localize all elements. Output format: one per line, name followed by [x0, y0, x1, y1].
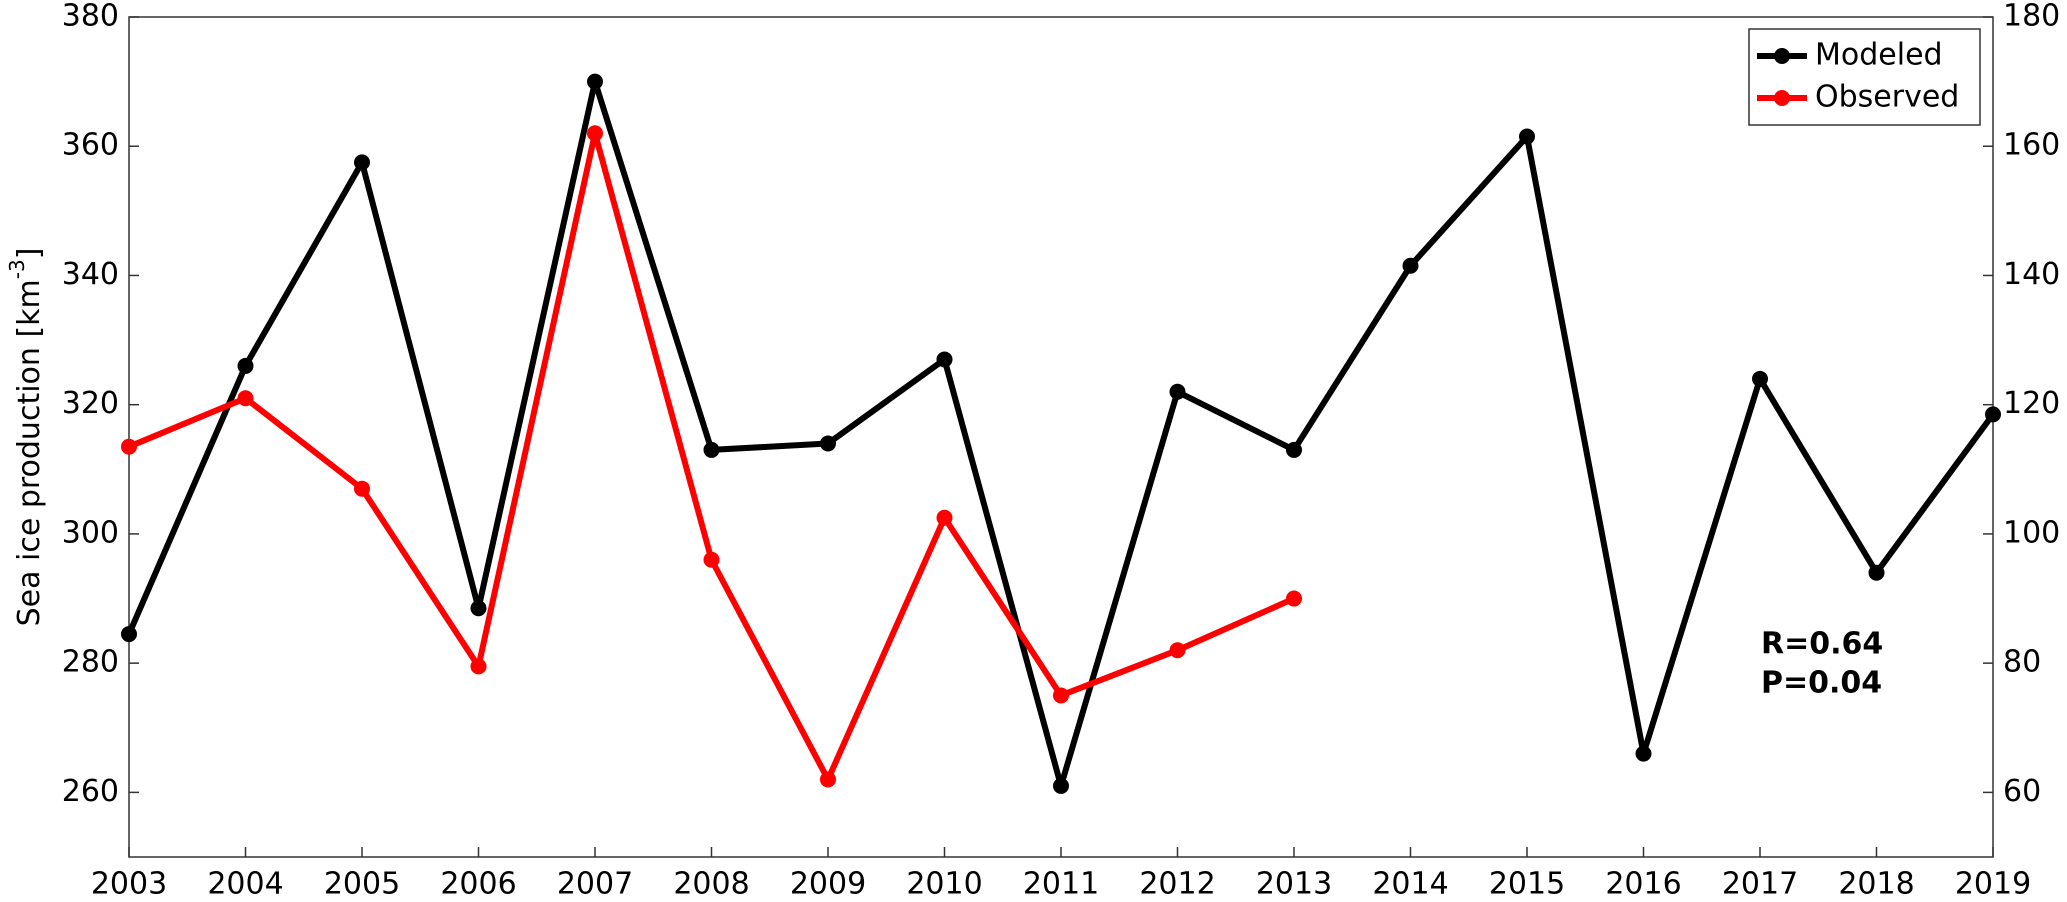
x-tick-label: 2019 [1955, 867, 2031, 902]
data-point [1985, 406, 2001, 423]
y-axis-label-text: Sea ice production [km [12, 279, 47, 626]
y-tick-label: 260 [62, 774, 119, 809]
data-point [1286, 441, 1302, 458]
y2-tick-label: 120 [2003, 386, 2060, 421]
x-tick-label: 2007 [557, 867, 633, 902]
x-tick-label: 2017 [1722, 867, 1798, 902]
plot-frame [128, 16, 1994, 858]
data-point [1752, 370, 1768, 387]
data-point [470, 600, 487, 617]
x-tick-label: 2004 [207, 867, 283, 902]
data-point [1868, 564, 1885, 581]
x-tick-label: 2016 [1605, 867, 1681, 902]
y2-tick-label: 100 [2003, 515, 2060, 550]
y-axis-label-sup: -3 [5, 259, 29, 279]
y2-tick-label: 180 [2003, 0, 2060, 34]
y-tick-label: 340 [62, 257, 119, 292]
x-tick-label: 2010 [906, 867, 982, 902]
x-tick-label: 2008 [673, 867, 749, 902]
data-point [587, 125, 603, 142]
data-point [354, 480, 370, 497]
data-point [703, 551, 720, 568]
series-line [126, 78, 1996, 789]
annotation: R=0.64 [1761, 627, 1883, 662]
x-tick-label: 2003 [91, 867, 167, 902]
x-tick-label: 2011 [1023, 867, 1099, 902]
data-point [354, 154, 370, 171]
legend-label: Modeled [1815, 38, 1943, 73]
y2-tick-label: 160 [2003, 128, 2060, 163]
data-point [936, 509, 953, 526]
data-point [1286, 590, 1302, 607]
data-point [470, 658, 487, 675]
x-tick-label: 2006 [440, 867, 516, 902]
annotation: P=0.04 [1761, 666, 1882, 701]
data-point [237, 357, 254, 374]
legend-marker [1774, 90, 1790, 106]
data-point [1402, 257, 1419, 274]
y-tick-label: 380 [62, 0, 119, 34]
x-tick-label: 2014 [1372, 867, 1448, 902]
y2-tick-label: 80 [2003, 645, 2041, 680]
data-point [936, 351, 953, 368]
data-point [237, 390, 254, 407]
data-point [1635, 745, 1652, 762]
y2-tick-label: 140 [2003, 257, 2060, 292]
x-tick-label: 2018 [1838, 867, 1914, 902]
data-point [820, 435, 836, 452]
x-tick-label: 2012 [1139, 867, 1215, 902]
x-tick-label: 2013 [1256, 867, 1332, 902]
y2-tick-label: 60 [2003, 774, 2041, 809]
data-point [703, 441, 720, 458]
data-point [1169, 642, 1186, 659]
data-point [1519, 128, 1535, 145]
legend-box [1748, 28, 1981, 126]
legend-label: Observed [1815, 80, 1959, 115]
data-point [1053, 687, 1069, 704]
y-tick-label: 360 [62, 128, 119, 163]
y-axis-label: Sea ice production [km-3] [5, 248, 47, 627]
x-tick-label: 2015 [1489, 867, 1565, 902]
data-point [1053, 777, 1069, 794]
data-point [1169, 383, 1186, 400]
data-point [121, 438, 137, 455]
y-tick-label: 300 [62, 515, 119, 550]
x-tick-label: 2005 [324, 867, 400, 902]
data-point [587, 73, 603, 90]
legend-marker [1774, 48, 1790, 64]
x-tick-label: 2009 [790, 867, 866, 902]
y-tick-label: 280 [62, 645, 119, 680]
data-point [820, 771, 836, 788]
data-point [121, 626, 137, 643]
y-tick-label: 320 [62, 386, 119, 421]
y-axis-label-end: ] [12, 248, 47, 260]
